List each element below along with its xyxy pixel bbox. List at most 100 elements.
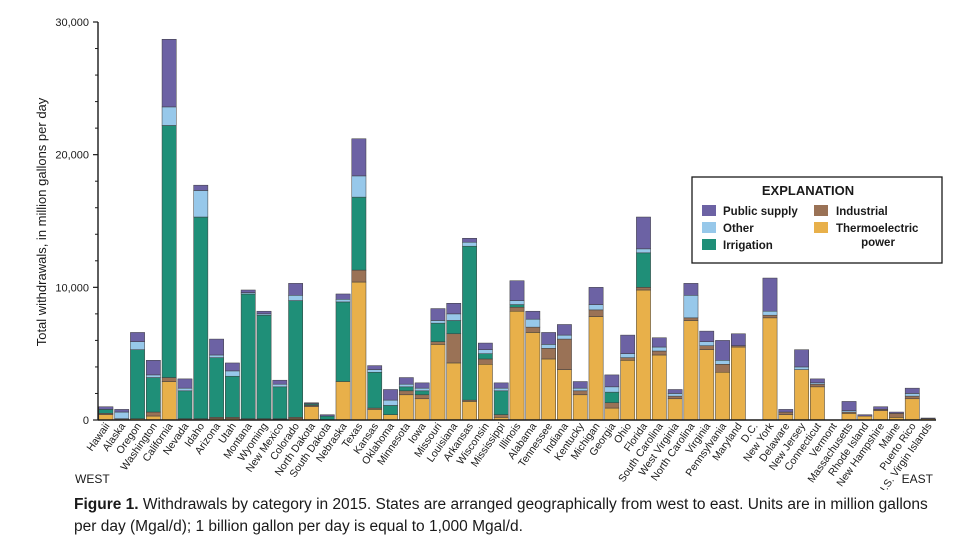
bar-segment [604, 407, 620, 421]
bar-segment [462, 245, 477, 401]
bar-segment [367, 365, 383, 370]
bar-segment [636, 289, 651, 421]
bar-segment [145, 377, 161, 413]
bar-segment [541, 344, 556, 349]
bar-segment [493, 387, 509, 392]
bar-segment [636, 287, 651, 291]
bar-segment [114, 409, 130, 413]
bar-segment [367, 369, 383, 373]
bar-segment [446, 313, 462, 321]
bar-segment [509, 300, 525, 305]
bar-segment [636, 216, 651, 250]
bar-segment [699, 330, 715, 342]
bar-segment [683, 295, 699, 319]
bar-segment [541, 358, 556, 421]
bar-segment [145, 411, 161, 417]
bar-segment [541, 348, 556, 360]
bar-segment [920, 417, 936, 419]
bar-segment [810, 378, 825, 384]
figure-caption: Figure 1. Withdrawals by category in 201… [74, 494, 954, 538]
bar-segment [161, 106, 177, 126]
bar-segment [209, 338, 224, 356]
bar-segment [398, 390, 414, 396]
bar-segment [730, 333, 746, 346]
bar-segment [462, 241, 477, 247]
y-axis-title: Total withdrawals, in million gallons pe… [34, 97, 49, 346]
bar-segment [857, 414, 873, 417]
bar-segment [651, 346, 667, 352]
bar-segment [335, 299, 351, 303]
legend-box [691, 176, 943, 264]
legend-swatch-public-supply [702, 205, 716, 216]
bar-segment [873, 410, 889, 421]
bar-segment [588, 316, 604, 421]
bar-segment [225, 362, 240, 372]
caption-text: Withdrawals by category in 2015. States … [74, 496, 928, 535]
bar-segment [904, 398, 920, 421]
bar-segment [272, 386, 288, 419]
bar-segment [557, 334, 572, 340]
bar-segment [478, 342, 493, 350]
bar-segment [478, 364, 493, 421]
bar-segment [762, 310, 778, 316]
y-tick-label: 10,000 [55, 282, 89, 294]
bar-segment [351, 269, 367, 283]
bar-segment [161, 38, 177, 108]
bar-segment [699, 345, 715, 350]
legend-swatch-industrial [814, 205, 828, 216]
bar-segment [177, 387, 193, 392]
bar-segment [841, 413, 857, 421]
bar-segment [509, 280, 525, 301]
bar-segment [478, 349, 493, 354]
bar-segment [209, 354, 224, 358]
bar-segment [430, 322, 446, 342]
bar-segment [414, 398, 430, 421]
bar-segment [335, 301, 351, 382]
bar-segment [762, 277, 778, 312]
bar-segment [430, 344, 446, 421]
bar-segment [414, 390, 430, 396]
bar-segment [430, 320, 446, 324]
bar-segment [778, 414, 794, 421]
bar-segment [762, 317, 778, 421]
bar-segment [478, 358, 493, 365]
bar-segment [130, 332, 145, 342]
legend-swatch-thermoelectric [814, 222, 828, 233]
bar-segment [446, 320, 462, 335]
bar-segment [351, 138, 367, 177]
bar-segment [699, 349, 715, 421]
bar-segment [383, 389, 398, 401]
bar-segment [398, 386, 414, 392]
bar-segment [557, 338, 572, 370]
bar-segment [525, 332, 541, 421]
west-label: WEST [75, 472, 110, 486]
bar-segment [462, 237, 477, 243]
bar-segment [683, 320, 699, 421]
bar-segment [572, 381, 588, 389]
bar-segment [240, 293, 256, 419]
bar-segment [177, 378, 193, 389]
bar-segment [430, 308, 446, 321]
bar-segment [240, 289, 256, 293]
bar-segment [145, 374, 161, 378]
bar-segment [288, 300, 304, 418]
bar-segment [525, 318, 541, 328]
bar-segment [351, 196, 367, 271]
bar-segment [177, 390, 193, 419]
bar-segment [225, 370, 240, 377]
bar-segment [588, 309, 604, 317]
bar-segment [873, 406, 889, 410]
bar-segment [604, 374, 620, 388]
bar-segment [209, 357, 224, 418]
bar-segment [904, 387, 920, 394]
bar-segment [130, 349, 145, 419]
bar-segment [557, 369, 572, 421]
bar-segment [114, 411, 130, 419]
bar-segment [588, 304, 604, 311]
bar-segment [715, 360, 730, 365]
bar-segment [683, 283, 699, 296]
bar-segment [778, 409, 794, 413]
bar-segment [98, 414, 114, 421]
bar-segment [794, 349, 809, 368]
bar-segment [193, 216, 209, 419]
